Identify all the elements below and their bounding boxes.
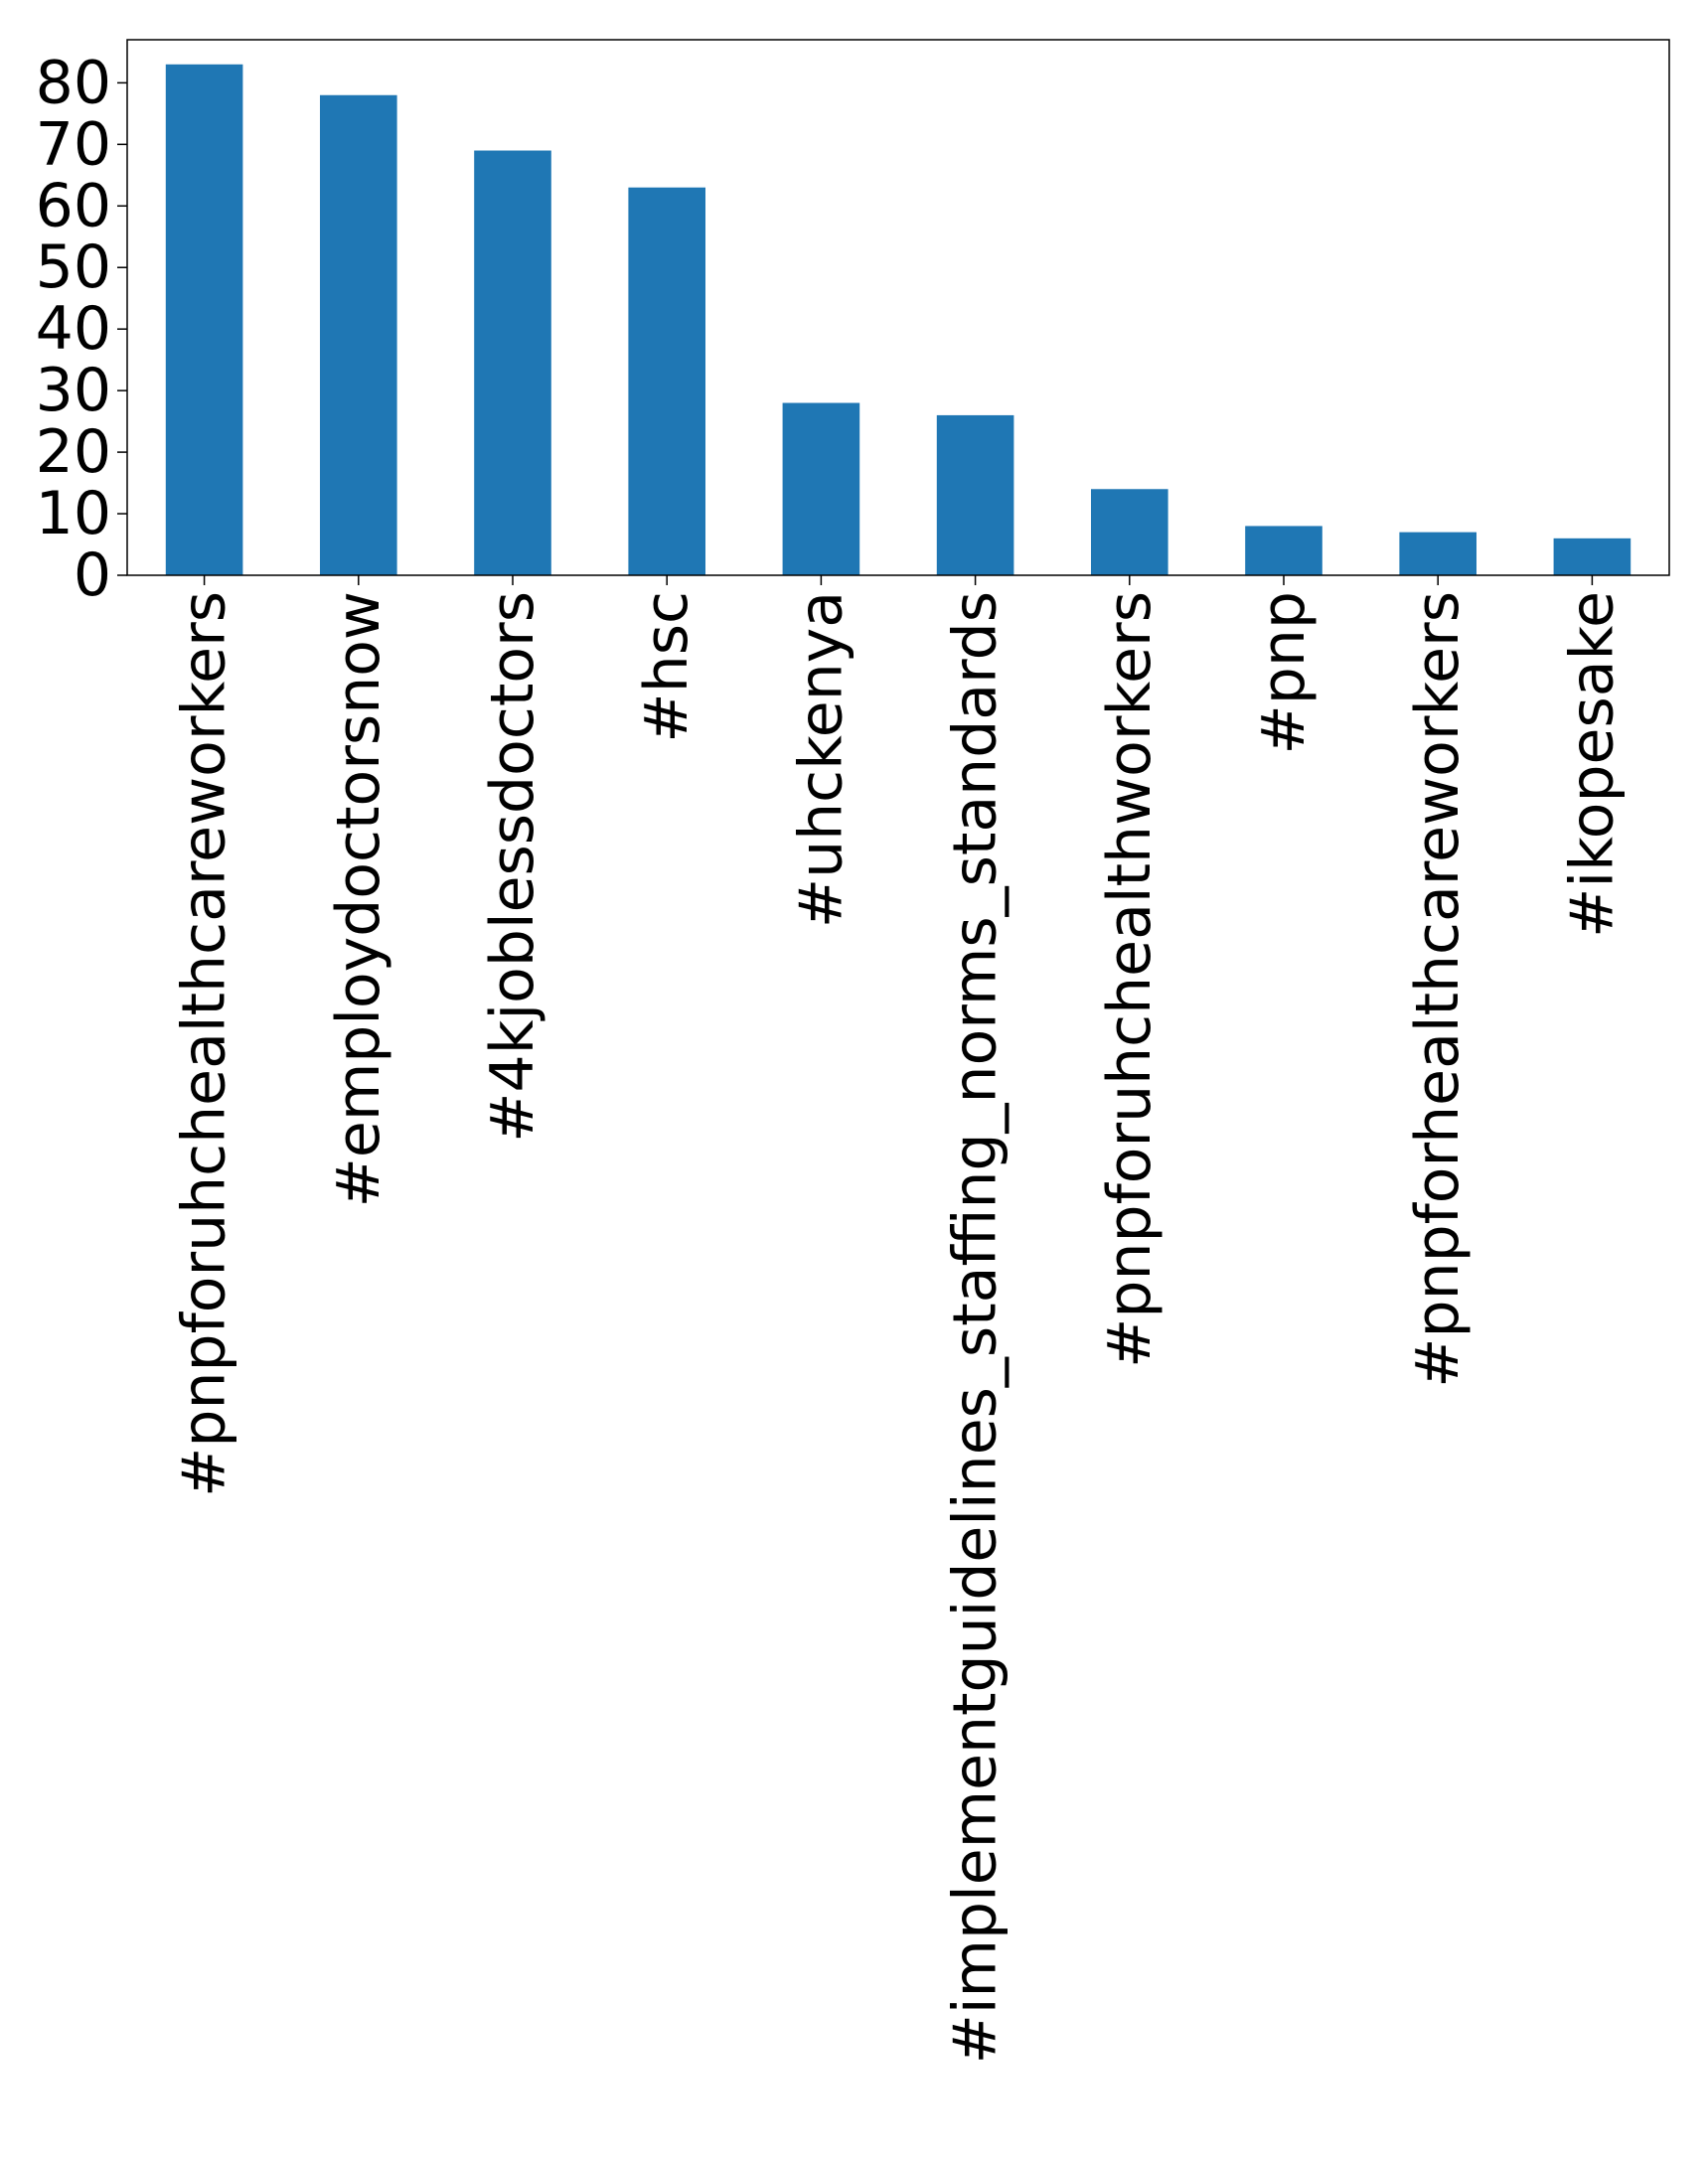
bar xyxy=(165,64,243,575)
bar xyxy=(1245,526,1322,575)
bar xyxy=(936,414,1014,575)
x-tick-label: #pnpforhealthcareworkers xyxy=(1403,591,1473,1388)
x-tick-label: #4kjoblessdoctors xyxy=(478,591,547,1143)
bar xyxy=(474,150,551,575)
bar xyxy=(1091,489,1168,575)
plot-frame xyxy=(126,39,1670,576)
x-axis: #pnpforuhchealthcareworkers #employdoctor… xyxy=(170,575,1627,2064)
bar xyxy=(320,94,397,576)
bars xyxy=(165,64,1631,576)
y-tick-label: 0 xyxy=(74,540,111,610)
bar xyxy=(1553,538,1631,575)
x-tick-label: #pnpforuhchealthworkers xyxy=(1095,591,1165,1368)
bar xyxy=(782,402,860,575)
y-tick-label: 60 xyxy=(36,171,111,240)
y-tick-label: 20 xyxy=(36,417,111,487)
bar xyxy=(1399,532,1476,575)
x-tick-label: #uhckenya xyxy=(786,591,855,928)
y-tick-label: 80 xyxy=(36,48,111,117)
x-tick-label: #implementguidelines_staffing_norms_stan… xyxy=(941,591,1010,2064)
y-tick-label: 50 xyxy=(36,232,111,302)
y-tick-label: 30 xyxy=(36,356,111,425)
x-tick-label: #pnpforuhchealthcareworkers xyxy=(170,591,239,1497)
x-tick-label: #pnp xyxy=(1249,591,1319,754)
y-tick-label: 10 xyxy=(36,479,111,548)
y-tick-label: 40 xyxy=(36,294,111,364)
x-tick-label: #employdoctorsnow xyxy=(324,591,393,1207)
y-tick-label: 70 xyxy=(36,109,111,179)
x-tick-label: #ikopesake xyxy=(1557,591,1627,938)
x-tick-label: #hsc xyxy=(632,591,701,743)
bar xyxy=(628,187,705,576)
